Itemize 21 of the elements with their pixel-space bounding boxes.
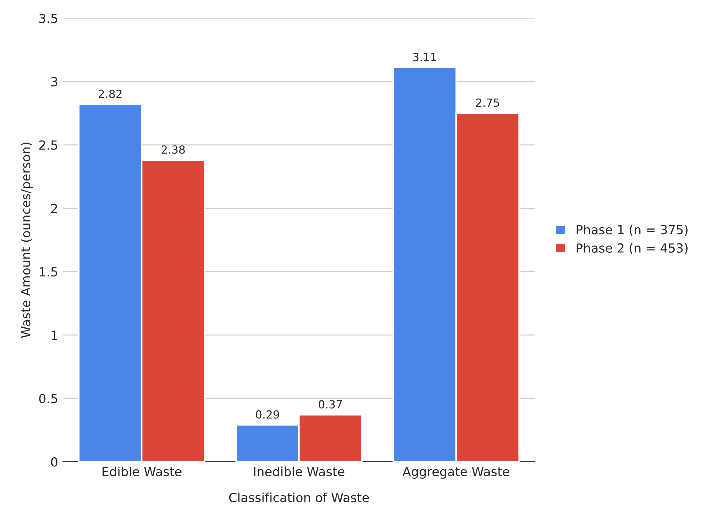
text: 2.5 — [40, 140, 58, 150]
text: 3.5 — [40, 14, 58, 24]
y-tick-label: 1 — [52, 330, 58, 340]
data-label: 0.29 — [256, 410, 280, 419]
y-tick-label: 3 — [52, 77, 58, 87]
data-label: 2.38 — [162, 146, 186, 154]
y-axis-title: Waste Amount (ounces/person) — [20, 142, 34, 338]
legend-label: Phase 2 (n = 453) — [576, 243, 688, 254]
x-tick-label: Inedible Waste — [254, 466, 345, 477]
y-tick-label: 0 — [51, 457, 58, 467]
data-label: 0.37 — [319, 400, 342, 409]
data-label: 2.82 — [98, 90, 122, 98]
data-label: 2.75 — [476, 98, 500, 108]
x-tick-label: Edible Waste — [102, 466, 182, 477]
data-label: 3.11 — [413, 53, 436, 62]
text: 0.5 — [39, 394, 58, 404]
legend-label: Phase 1 (n = 375) — [576, 224, 688, 236]
text: 1.5 — [40, 268, 58, 277]
x-tick-label: Aggregate Waste — [402, 467, 510, 479]
x-axis-title: Classification of Waste — [229, 492, 370, 503]
y-tick-label: 2 — [51, 204, 58, 214]
